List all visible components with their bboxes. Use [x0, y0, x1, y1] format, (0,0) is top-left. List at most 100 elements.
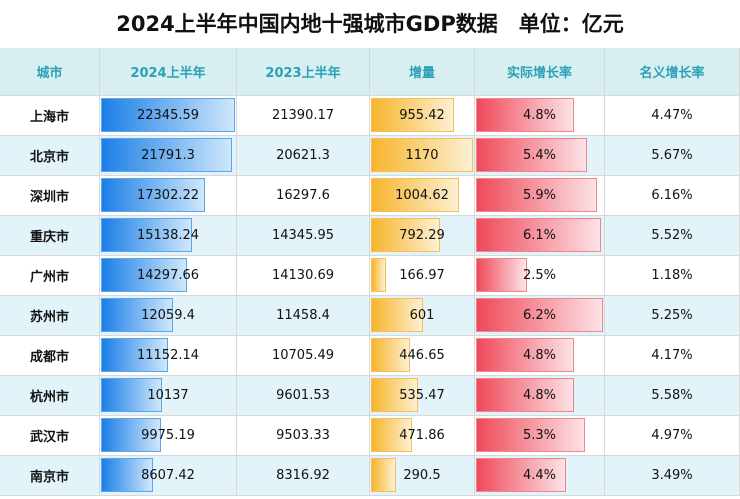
- value-cell: 9975.19: [100, 416, 237, 456]
- value-cell: 471.86: [370, 416, 475, 456]
- cell-text: 792.29: [399, 228, 445, 243]
- value-cell: 20621.3: [237, 136, 370, 176]
- cell-text: 535.47: [399, 388, 445, 403]
- cell-text: 290.5: [403, 468, 441, 483]
- cell-text: 广州市: [29, 270, 69, 285]
- cell-text: 955.42: [399, 108, 445, 123]
- cell-text: 4.8%: [522, 108, 557, 123]
- value-cell: 535.47: [370, 376, 475, 416]
- value-cell: 6.1%: [475, 216, 605, 256]
- cell-text: 上海市: [29, 110, 69, 125]
- data-bar: [371, 218, 441, 252]
- cell-text: 11458.4: [276, 308, 330, 323]
- value-cell: 1004.62: [370, 176, 475, 216]
- data-bar: [476, 178, 597, 212]
- value-cell: 446.65: [370, 336, 475, 376]
- cell-text: 4.47%: [651, 108, 693, 123]
- title: 2024上半年中国内地十强城市GDP数据 单位：亿元: [0, 0, 740, 49]
- data-bar: [476, 138, 587, 172]
- cell-text: 4.97%: [651, 428, 693, 443]
- cell-text: 1170: [405, 148, 439, 163]
- cell-text: 5.52%: [651, 228, 693, 243]
- value-cell: 21791.3: [100, 136, 237, 176]
- cell-text: 8316.92: [276, 468, 330, 483]
- value-cell: 17302.22: [100, 176, 237, 216]
- value-cell: 4.8%: [475, 96, 605, 136]
- data-bar: [101, 458, 153, 492]
- data-bar: [371, 258, 386, 292]
- value-cell: 4.17%: [605, 336, 740, 376]
- value-cell: 14130.69: [237, 256, 370, 296]
- data-bar: [371, 298, 424, 332]
- value-cell: 8607.42: [100, 456, 237, 496]
- data-bar: [476, 458, 567, 492]
- cell-text: 成都市: [29, 350, 69, 365]
- cell-text: 14345.95: [271, 228, 335, 243]
- value-cell: 14297.66: [100, 256, 237, 296]
- cell-text: 6.1%: [522, 228, 557, 243]
- value-cell: 14345.95: [237, 216, 370, 256]
- data-bar: [476, 418, 585, 452]
- city-cell: 杭州市: [0, 376, 100, 416]
- cell-text: 深圳市: [29, 190, 69, 205]
- cell-text: 苏州市: [29, 310, 69, 325]
- value-cell: 8316.92: [237, 456, 370, 496]
- data-bar: [371, 338, 410, 372]
- cell-text: 4.8%: [522, 348, 557, 363]
- cell-text: 16297.6: [276, 188, 330, 203]
- data-bar: [476, 298, 603, 332]
- value-cell: 1170: [370, 136, 475, 176]
- city-cell: 苏州市: [0, 296, 100, 336]
- value-cell: 4.8%: [475, 376, 605, 416]
- cell-text: 1004.62: [395, 188, 449, 203]
- value-cell: 5.25%: [605, 296, 740, 336]
- cell-text: 10705.49: [271, 348, 335, 363]
- cell-text: 5.25%: [651, 308, 693, 323]
- cell-text: 1.18%: [651, 268, 693, 283]
- cell-text: 5.3%: [522, 428, 557, 443]
- data-bar: [476, 338, 575, 372]
- data-bar: [476, 378, 575, 412]
- value-cell: 10705.49: [237, 336, 370, 376]
- value-cell: 12059.4: [100, 296, 237, 336]
- value-cell: 6.2%: [475, 296, 605, 336]
- column-header: 增量: [370, 48, 475, 96]
- city-cell: 武汉市: [0, 416, 100, 456]
- city-cell: 南京市: [0, 456, 100, 496]
- data-bar: [371, 138, 473, 172]
- cell-text: 6.16%: [651, 188, 693, 203]
- column-header: 名义增长率: [605, 48, 740, 96]
- value-cell: 5.3%: [475, 416, 605, 456]
- data-bar: [371, 458, 397, 492]
- cell-text: 4.4%: [522, 468, 557, 483]
- value-cell: 2.5%: [475, 256, 605, 296]
- data-bar: [371, 178, 459, 212]
- cell-text: 9503.33: [276, 428, 330, 443]
- column-header: 实际增长率: [475, 48, 605, 96]
- data-bar: [476, 258, 528, 292]
- city-cell: 上海市: [0, 96, 100, 136]
- value-cell: 955.42: [370, 96, 475, 136]
- value-cell: 9503.33: [237, 416, 370, 456]
- value-cell: 5.9%: [475, 176, 605, 216]
- city-cell: 重庆市: [0, 216, 100, 256]
- data-bar: [101, 138, 232, 172]
- value-cell: 10137: [100, 376, 237, 416]
- value-cell: 21390.17: [237, 96, 370, 136]
- cell-text: 446.65: [399, 348, 445, 363]
- cell-text: 5.58%: [651, 388, 693, 403]
- column-header: 2023上半年: [237, 48, 370, 96]
- value-cell: 22345.59: [100, 96, 237, 136]
- cell-text: 5.9%: [522, 188, 557, 203]
- cell-text: 11152.14: [136, 348, 200, 363]
- city-cell: 深圳市: [0, 176, 100, 216]
- cell-text: 21791.3: [141, 148, 195, 163]
- cell-text: 17302.22: [136, 188, 200, 203]
- value-cell: 11458.4: [237, 296, 370, 336]
- cell-text: 15138.24: [136, 228, 200, 243]
- city-cell: 广州市: [0, 256, 100, 296]
- cell-text: 5.67%: [651, 148, 693, 163]
- value-cell: 6.16%: [605, 176, 740, 216]
- value-cell: 4.97%: [605, 416, 740, 456]
